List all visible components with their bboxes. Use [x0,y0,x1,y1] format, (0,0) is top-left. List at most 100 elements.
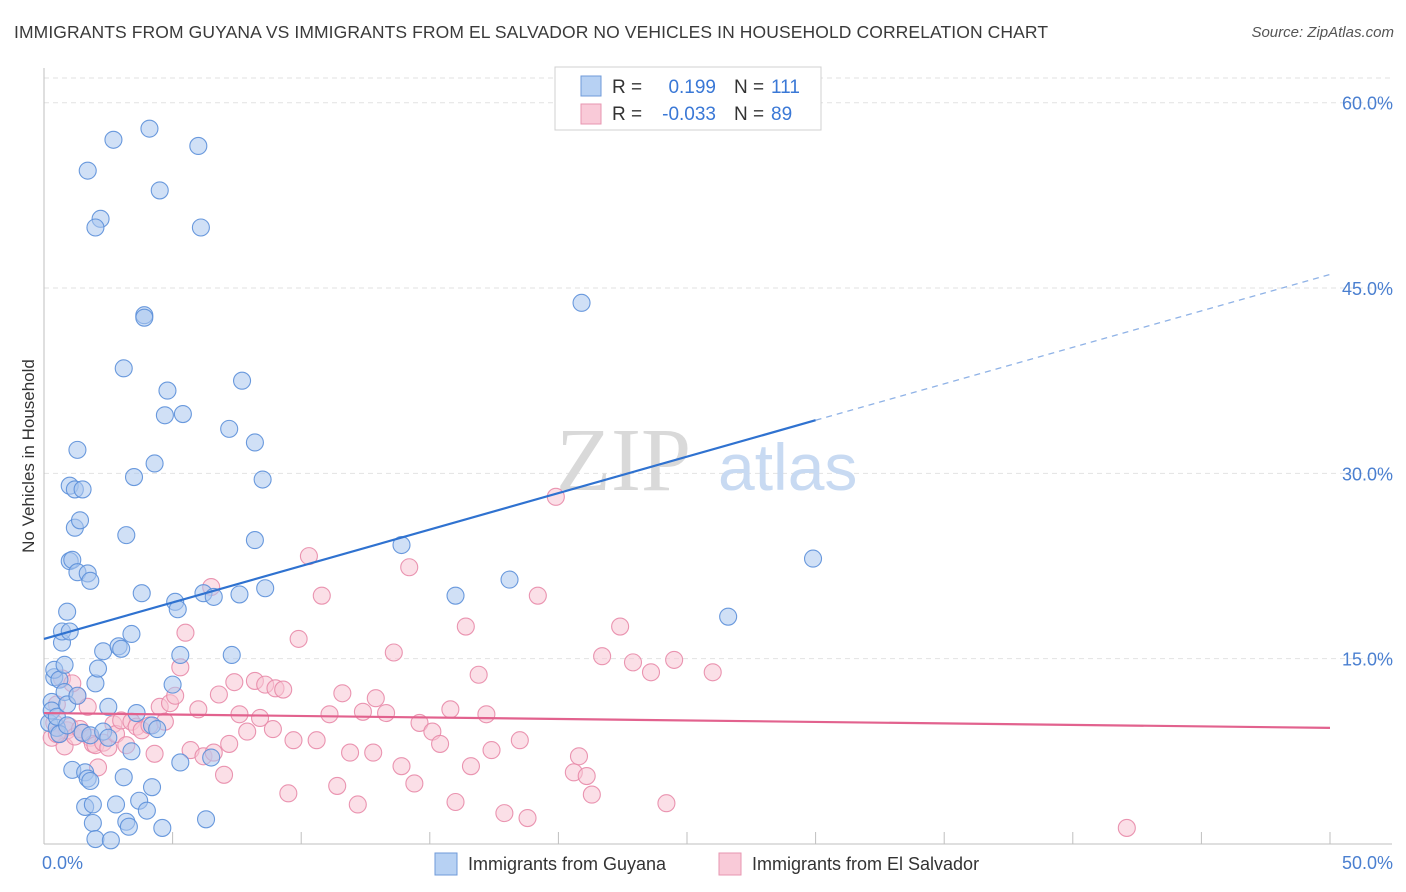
y-tick-label-2: 45.0% [1342,279,1393,299]
data-point [171,753,190,772]
data-point [577,766,596,786]
data-point [274,680,293,699]
data-point [328,776,347,795]
data-point [78,697,97,716]
data-point [112,639,131,658]
data-point [220,734,239,753]
bottom-legend-swatch-guyana [434,852,458,876]
data-point [73,480,92,499]
data-point [119,817,138,836]
data-point [99,728,118,747]
data-point [719,607,738,626]
data-point [86,674,105,693]
data-point [446,586,465,605]
data-point [58,716,77,735]
data-point [510,731,529,750]
legend-r-value-1: 0.199 [668,77,716,98]
data-point [99,697,118,716]
data-point [482,741,501,760]
chart-title: IMMIGRANTS FROM GUYANA VS IMMIGRANTS FRO… [14,22,1049,42]
data-point [528,586,547,605]
data-point [94,642,113,661]
data-point [431,734,450,753]
data-point [366,689,385,708]
data-point [171,645,190,665]
data-point [124,468,144,487]
data-point [106,795,126,814]
legend-r-label-2: R = [612,104,642,125]
data-point [333,684,352,703]
source-label: Source: ZipAtlas.com [1251,24,1394,41]
watermark: ZIP atlas [556,411,857,510]
data-point [377,703,396,723]
data-point [665,650,684,669]
data-point [209,685,228,704]
data-point [461,757,481,776]
data-point [441,700,460,719]
data-point [104,130,123,149]
data-point [83,813,102,833]
y-tick-label-3: 60.0% [1342,94,1393,114]
tick-labels: 15.0% 30.0% 45.0% 60.0% 0.0% 50.0% [42,94,1393,873]
data-point [137,801,156,820]
data-point [114,768,133,787]
bottom-legend-swatch-el-salvador [718,852,742,876]
trend-line-guyana [43,419,816,640]
data-point [500,570,519,589]
data-point [348,795,367,814]
data-point [81,771,100,791]
data-point [572,293,591,312]
data-point [88,659,108,678]
data-point [196,810,216,829]
series-el-salvador-points [42,487,1136,837]
data-point [250,708,270,728]
data-point [58,602,77,621]
data-point [456,617,475,636]
data-point [518,809,537,828]
data-point [222,645,241,665]
data-point [70,511,90,530]
data-point [189,700,208,719]
data-point [117,526,136,545]
data-point [135,308,154,327]
data-point [495,804,514,823]
data-point [145,454,164,473]
legend-swatch-guyana [580,75,602,97]
data-point [405,774,424,793]
data-point [86,218,105,237]
legend-swatch-el-salvador [580,103,602,125]
data-point [320,705,339,724]
data-point [245,531,264,550]
watermark-zip: ZIP [556,411,691,510]
data-point [122,624,141,644]
data-point [279,784,298,803]
data-point [158,381,177,400]
data-point [400,558,419,577]
data-point [703,663,722,682]
data-point [245,433,264,452]
data-point [140,119,159,138]
data-point [593,647,612,666]
data-point [202,748,221,767]
data-point [253,470,272,489]
data-point [546,487,565,506]
data-point [803,549,823,568]
y-axis-label: No Vehicles in Household [19,359,38,553]
data-point [68,440,87,459]
x-tick-label-1: 50.0% [1342,853,1393,873]
data-point [148,720,167,739]
legend-n-label-1: N = [734,77,764,98]
data-point [569,747,589,766]
y-tick-label-0: 15.0% [1342,650,1393,670]
data-point [284,731,303,750]
grid-lines [44,77,1392,660]
data-point [78,161,97,180]
data-point [150,181,169,200]
x-tick-label-0: 0.0% [42,853,83,873]
data-point [68,686,87,705]
data-point [312,586,331,605]
data-point [232,371,252,390]
data-point [173,405,192,424]
data-point [307,731,326,750]
data-point [238,722,257,741]
